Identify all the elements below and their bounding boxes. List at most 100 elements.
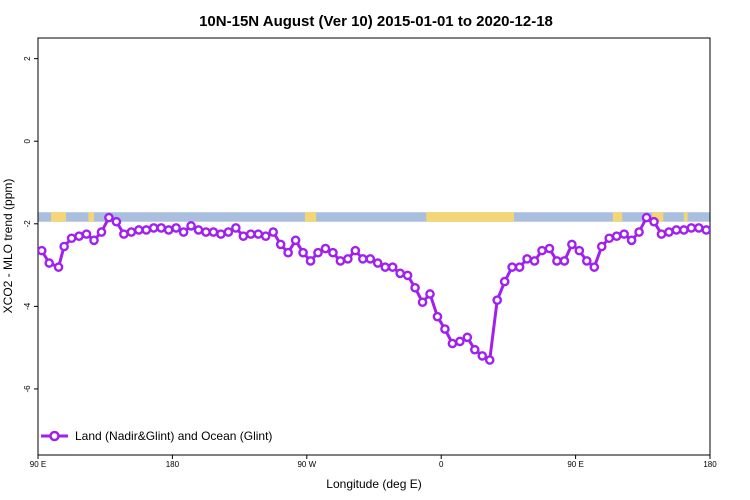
data-point [298, 247, 308, 258]
plot-frame [37, 37, 711, 456]
data-point [649, 216, 659, 227]
data-point [216, 229, 226, 239]
data-point [679, 225, 689, 235]
data-point [283, 247, 293, 258]
data-point [611, 231, 622, 241]
data-point [365, 254, 376, 264]
data-point [440, 324, 450, 334]
data-point [425, 289, 435, 299]
data-point [686, 223, 697, 233]
data-point [455, 336, 465, 347]
data-point [201, 227, 211, 237]
data-point [529, 256, 540, 266]
data-point [357, 254, 368, 264]
data-point [305, 256, 316, 266]
data-point [634, 227, 644, 237]
data-point [268, 227, 279, 237]
data-point [514, 262, 525, 272]
data-point [53, 262, 64, 272]
data-point [156, 223, 166, 233]
data-point [74, 231, 84, 241]
x-tick-label: 180 [166, 460, 180, 469]
data-point [671, 225, 682, 235]
data-point [178, 227, 189, 237]
y-tick-label: -6 [23, 385, 32, 393]
data-point [544, 243, 555, 254]
data-point [335, 256, 346, 266]
data-point [537, 245, 547, 256]
data-point [313, 247, 323, 258]
land-segment [304, 212, 317, 222]
data-point [462, 332, 473, 343]
data-point [664, 227, 674, 237]
ocean-band [38, 212, 710, 222]
data-point [275, 239, 286, 250]
data-point [320, 243, 331, 254]
data-point [133, 225, 144, 235]
land-segment [652, 212, 664, 222]
data-point [193, 225, 204, 235]
data-point [59, 241, 69, 252]
legend-marker [49, 430, 60, 442]
data-point [253, 229, 264, 239]
land-segment [426, 212, 514, 222]
x-tick-label: 180 [703, 460, 717, 469]
data-point [66, 233, 77, 244]
land-segment [683, 212, 688, 222]
data-point [111, 216, 122, 227]
data-point [148, 223, 159, 233]
data-point [343, 254, 353, 264]
data-point [141, 225, 152, 235]
data-point [290, 235, 301, 246]
data-point [96, 227, 107, 237]
legend-entry-label: Land (Nadir&Glint) and Ocean (Glint) [75, 429, 272, 443]
data-point [44, 258, 55, 268]
data-point [619, 229, 629, 239]
data-point [81, 229, 92, 239]
x-tick-label: 90 E [567, 460, 583, 469]
data-point [350, 245, 361, 256]
legend: Land (Nadir&Glint) and Ocean (Glint) [41, 429, 272, 443]
data-point [238, 231, 249, 241]
data-point [589, 262, 600, 272]
chart-title: 10N-15N August (Ver 10) 2015-01-01 to 20… [199, 13, 553, 30]
y-tick-label: 0 [23, 138, 32, 143]
data-point [380, 262, 391, 272]
data-point [701, 225, 710, 235]
y-axis-label: XCO2 - MLO trend (ppm) [1, 179, 15, 314]
data-point [208, 227, 219, 237]
data-point [432, 311, 443, 322]
data-point [245, 229, 256, 239]
data-point [484, 355, 495, 365]
data-point [260, 231, 271, 241]
data-point [395, 268, 405, 279]
data-point [104, 212, 114, 223]
land-segment [612, 212, 623, 222]
data-point [522, 254, 532, 264]
x-tick-label: 0 [439, 460, 444, 469]
land-ocean-strip [38, 212, 710, 222]
data-point [223, 227, 234, 237]
data-point [469, 344, 480, 355]
data-point [417, 297, 428, 308]
land-segment [88, 212, 94, 222]
land-segment [51, 212, 66, 222]
data-point [477, 351, 488, 361]
data-point [163, 225, 174, 235]
data-point [656, 229, 667, 239]
data-point [231, 223, 241, 233]
x-tick-label: 90 E [30, 460, 46, 469]
axes: 90 E 180 90 W 0 90 E 180 2 0 -2 -4 -6 [23, 56, 717, 469]
data-point [402, 270, 413, 281]
data-point [567, 239, 577, 250]
data-point [387, 262, 398, 272]
data-point [694, 223, 704, 233]
data-point [328, 247, 338, 258]
data-point [552, 256, 562, 266]
data-point [574, 245, 585, 256]
data-point [186, 221, 196, 231]
data-point [447, 338, 458, 349]
data-point [626, 235, 637, 246]
data-point [492, 295, 503, 305]
